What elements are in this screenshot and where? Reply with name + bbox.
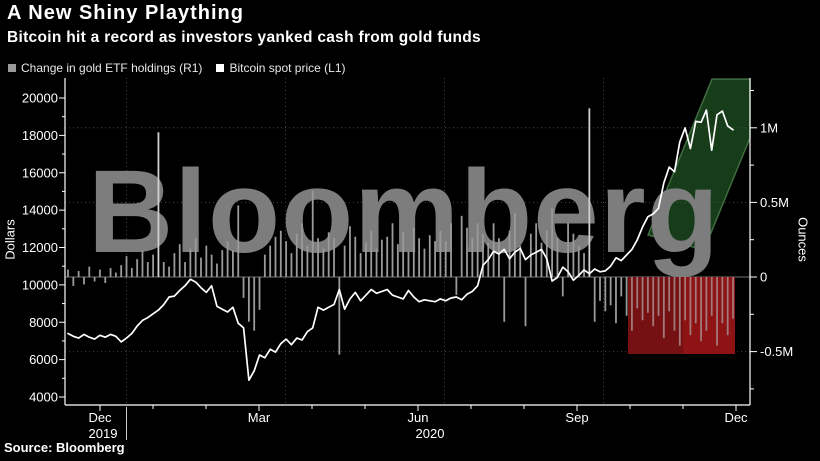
x-tick-label: Mar [248,410,271,425]
bitcoin-price-line [67,109,734,382]
legend-label-gold-etf: Change in gold ETF holdings (R1) [21,61,203,75]
left-tick-label: 14000 [22,203,58,218]
source-note: Source: Bloomberg [4,440,125,455]
x-tick-label: Jun [408,410,429,425]
red-box-tint [628,277,735,354]
gold-etf-bars [67,108,734,355]
page-title: A New Shiny Plaything [7,2,244,24]
left-tick-label: 4000 [29,390,58,405]
x-tick-label: Sep [565,410,588,425]
year-label: 2019 [89,426,118,441]
right-tick-label: 1M [760,120,778,135]
tick-labels: 20000 18000 16000 14000 12000 10000 8000 6000 40… [22,91,793,442]
down-box-tint [628,277,735,354]
right-tick-label: 0 [760,270,767,285]
bitcoin-swatch-icon [216,64,225,72]
right-tick-label: 0.5M [760,195,789,210]
x-tick-label: Dec [88,410,112,425]
left-tick-label: 18000 [22,128,58,143]
page-subtitle: Bitcoin hit a record as investors yanked… [7,29,481,46]
left-axis-title: Dollars [2,219,18,260]
left-tick-label: 8000 [29,315,58,330]
left-tick-label: 16000 [22,165,58,180]
left-tick-label: 6000 [29,352,58,367]
down-box-annotation [683,277,735,354]
legend-label-bitcoin: Bitcoin spot price (L1) [229,61,346,75]
axes-and-ticks [59,78,757,440]
legend-item-gold-etf: Change in gold ETF holdings (R1) [8,61,202,75]
gold-etf-swatch-icon [8,64,16,72]
bitcoin-price-polyline [67,109,734,382]
legend-item-bitcoin: Bitcoin spot price (L1) [216,61,346,75]
legend: Change in gold ETF holdings (R1) Bitcoin… [8,61,346,75]
left-tick-label: 10000 [22,277,58,292]
right-tick-label: -0.5M [760,344,793,359]
left-tick-label: 12000 [22,240,58,255]
left-tick-label: 20000 [22,91,58,106]
year-label: 2020 [416,426,445,441]
x-tick-label: Dec [724,410,748,425]
right-axis-title: Ounces [795,217,811,262]
